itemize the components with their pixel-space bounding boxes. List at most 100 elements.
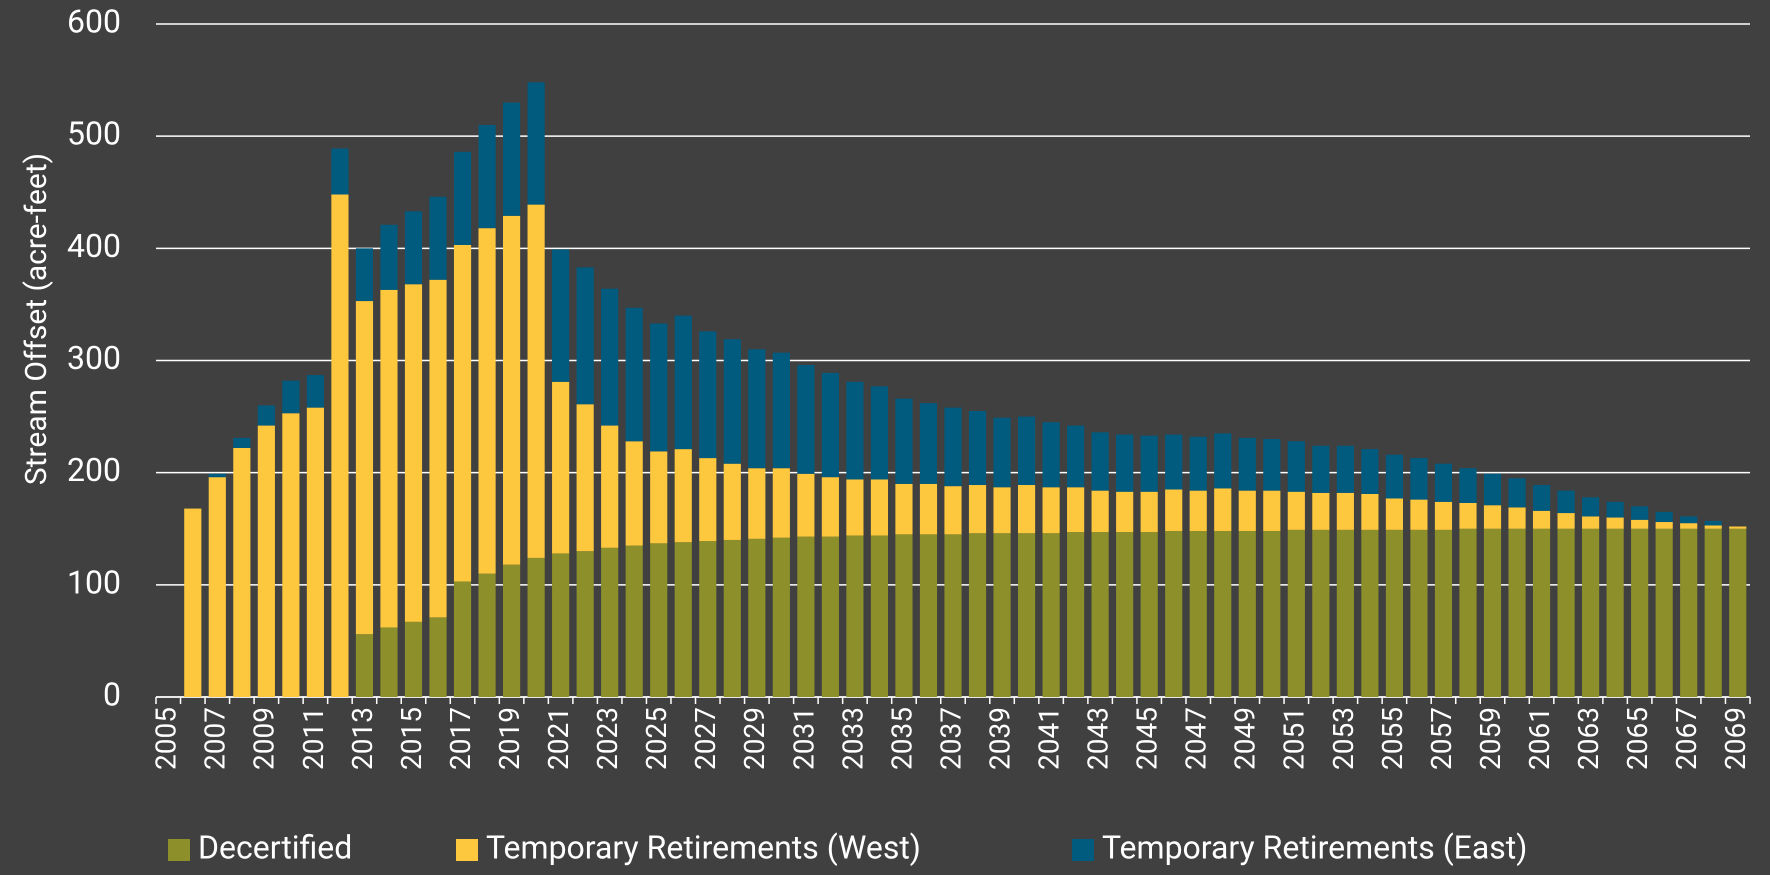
x-tick-label: 2053 [1327, 707, 1360, 770]
bar-segment [748, 538, 766, 697]
bar-segment [1385, 529, 1403, 697]
bar-segment [1116, 491, 1134, 533]
bar-segment [919, 403, 938, 484]
bar-segment [1557, 490, 1575, 514]
bar-segment [1263, 490, 1281, 531]
bar-segment [1532, 485, 1551, 511]
bar-segment [1287, 441, 1305, 492]
bar-segment [404, 284, 423, 622]
bar-segment [1704, 525, 1722, 529]
x-tick-label: 2047 [1180, 707, 1213, 770]
bar-segment [625, 441, 643, 546]
bar-segment [1140, 435, 1158, 492]
bar-segment [895, 398, 913, 484]
bar-segment [1263, 439, 1281, 491]
bar-segment [1729, 526, 1747, 529]
bar-segment [650, 451, 668, 544]
x-tick-label: 2021 [542, 707, 575, 770]
bar-segment [1165, 434, 1183, 490]
x-tick-label: 2051 [1278, 707, 1311, 770]
bar-segment [503, 215, 521, 565]
bar-segment [723, 463, 741, 540]
bar-segment [821, 536, 839, 697]
x-tick-label: 2007 [199, 707, 232, 770]
bar-segment [1165, 489, 1183, 531]
bar-segment [576, 404, 594, 552]
bar-segment [772, 352, 790, 469]
bar-segment [870, 535, 889, 697]
bar-segment [821, 477, 839, 537]
x-tick-label: 2039 [983, 707, 1016, 770]
bar-segment [1459, 468, 1477, 503]
bar-segment [306, 407, 324, 697]
bar-segment [1214, 530, 1232, 697]
bar-segment [968, 410, 987, 486]
bar-segment [453, 581, 472, 697]
bar-segment [233, 437, 251, 448]
bar-segment [1140, 532, 1158, 697]
bar-segment [478, 228, 496, 574]
x-tick-label: 2019 [493, 707, 526, 770]
bar-segment [1116, 532, 1134, 697]
bar-segment [1606, 517, 1624, 529]
bar-segment [1189, 530, 1207, 697]
bar-segment [355, 248, 374, 302]
x-tick-label: 2025 [640, 707, 673, 770]
y-tick-label: 0 [103, 675, 121, 713]
bar-segment [1017, 485, 1036, 534]
bar-segment [699, 458, 717, 542]
bar-segment [1385, 498, 1403, 530]
bar-segment [1508, 528, 1526, 697]
bar-segment [552, 381, 570, 554]
x-tick-label: 2067 [1670, 707, 1703, 770]
bar-segment [429, 196, 447, 280]
x-tick-label: 2059 [1474, 707, 1507, 770]
bar-segment [625, 545, 643, 697]
x-tick-label: 2013 [346, 707, 379, 770]
bar-segment [1655, 522, 1673, 529]
bar-segment [968, 533, 987, 697]
bar-segment [380, 627, 398, 697]
bar-segment [1042, 533, 1060, 697]
x-tick-label: 2035 [885, 707, 918, 770]
bar-segment [944, 486, 962, 535]
legend-label: Decertified [198, 828, 352, 866]
bar-segment [576, 551, 594, 697]
bar-segment [1729, 528, 1747, 697]
bar-segment [233, 447, 251, 697]
bar-segment [772, 468, 790, 538]
x-tick-label: 2057 [1425, 707, 1458, 770]
y-axis-label: Stream Offset (acre-feet) [19, 153, 54, 485]
bar-segment [944, 407, 962, 487]
bar-segment [1680, 516, 1698, 524]
y-tick-label: 100 [67, 563, 121, 601]
bar-segment [355, 301, 374, 635]
bar-segment [331, 194, 349, 697]
bar-segment [968, 485, 987, 534]
bar-segment [1091, 532, 1109, 697]
bar-segment [1189, 490, 1207, 531]
bar-segment [1532, 528, 1551, 697]
bar-segment [1532, 510, 1551, 529]
bar-segment [576, 267, 594, 405]
x-tick-label: 2037 [934, 707, 967, 770]
bar-segment [1582, 528, 1600, 697]
bar-segment [1704, 528, 1722, 697]
bar-segment [797, 364, 815, 474]
x-tick-label: 2005 [150, 707, 183, 770]
x-tick-label: 2041 [1032, 707, 1065, 770]
bar-segment [993, 417, 1011, 488]
bar-segment [993, 533, 1011, 697]
bar-segment [1631, 528, 1649, 697]
bar-segment [527, 557, 545, 697]
bar-segment [1606, 501, 1624, 518]
bar-segment [1361, 493, 1379, 530]
legend-swatch [456, 839, 478, 861]
bar-segment [1287, 529, 1305, 697]
bar-segment [404, 621, 423, 697]
x-tick-label: 2063 [1572, 707, 1605, 770]
x-tick-label: 2045 [1131, 707, 1164, 770]
bar-segment [453, 151, 472, 245]
bar-segment [1238, 490, 1256, 531]
